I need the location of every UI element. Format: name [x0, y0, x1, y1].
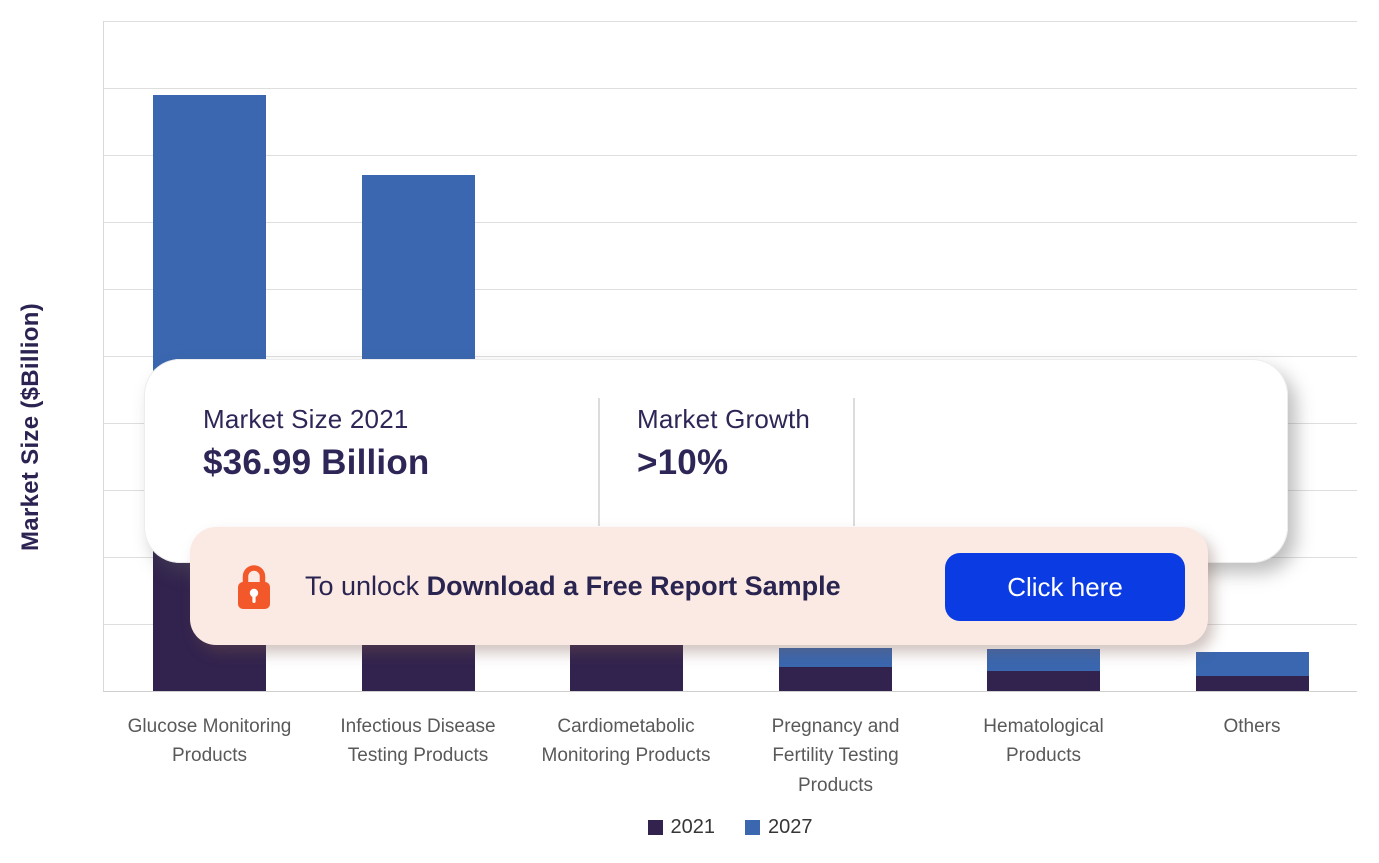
market-growth-section: Market Growth >10% [637, 404, 810, 483]
card-divider [598, 398, 600, 526]
legend-label-2027: 2027 [768, 816, 813, 838]
gridline [103, 21, 1357, 22]
market-size-section: Market Size 2021 $36.99 Billion [203, 404, 430, 483]
market-size-value: $36.99 Billion [203, 443, 430, 482]
unlock-banner: To unlock Download a Free Report Sample … [190, 527, 1208, 645]
gridline [103, 289, 1357, 290]
x-axis-label-infectious-disease-testing-products: Infectious Disease Testing Products [340, 716, 496, 767]
market-size-label: Market Size 2021 [203, 404, 409, 434]
market-growth-label: Market Growth [637, 404, 811, 434]
lock-icon [237, 563, 271, 610]
y-axis-title: Market Size ($Billion) [17, 303, 44, 551]
chart-legend: 2021 2027 [103, 816, 1357, 839]
gridline [103, 222, 1357, 223]
legend-swatch-2027 [745, 820, 760, 835]
market-growth-value: >10% [637, 443, 729, 482]
gridline [103, 155, 1357, 156]
x-axis-label-hematological-products: Hematological Products [983, 716, 1104, 767]
x-axis-label-glucose-monitoring-products: Glucose Monitoring Products [127, 716, 292, 767]
gridline [103, 356, 1357, 357]
x-axis-label-cardiometabolic-monitoring-products: Cardiometabolic Monitoring Products [541, 716, 711, 767]
unlock-message-prefix: To unlock [305, 570, 420, 601]
x-axis-line [103, 691, 1357, 692]
x-axis-label-others: Others [1223, 716, 1281, 737]
unlock-message: To unlock Download a Free Report Sample [305, 571, 841, 602]
legend-item-2021: 2021 [647, 816, 716, 839]
x-axis-label-pregnancy-and-fertility-testing-products: Pregnancy and Fertility Testing Products [771, 716, 900, 796]
bar-2021-others [1195, 676, 1309, 691]
bar-2021-pregnancy-and-fertility-testing-products [779, 666, 892, 691]
y-axis-line [103, 21, 104, 691]
bar-2021-hematological-products [987, 670, 1100, 691]
card-divider [853, 398, 855, 526]
legend-swatch-2021 [647, 820, 663, 835]
legend-item-2027: 2027 [745, 816, 813, 839]
legend-label-2021: 2021 [670, 816, 716, 838]
click-here-button[interactable]: Click here [945, 553, 1185, 621]
unlock-message-bold: Download a Free Report Sample [426, 570, 841, 601]
gridline [103, 88, 1357, 89]
